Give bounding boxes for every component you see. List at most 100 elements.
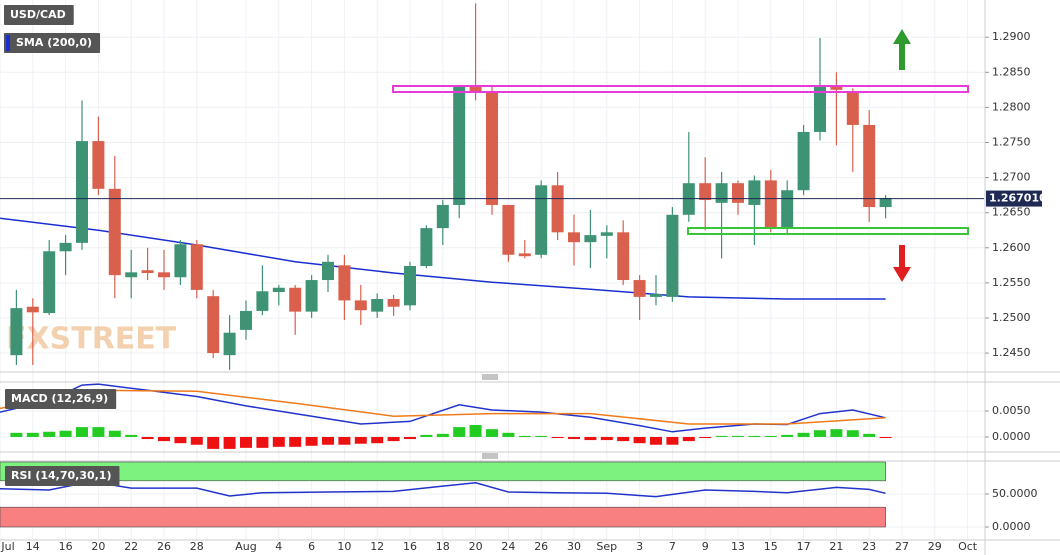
histogram-bar — [43, 431, 56, 437]
candle-body — [43, 251, 56, 314]
x-tick-label: 13 — [731, 540, 745, 553]
histogram-bar — [371, 436, 384, 444]
histogram-bar — [502, 432, 515, 437]
histogram-bar — [92, 427, 105, 437]
candle-body — [92, 141, 105, 189]
x-tick-label: 3 — [636, 540, 643, 553]
candle-body — [715, 183, 728, 203]
resize-handle[interactable] — [482, 374, 498, 380]
candle-body — [453, 87, 466, 205]
histogram-bar — [846, 430, 859, 437]
candle-body — [568, 232, 580, 243]
histogram-bar — [272, 436, 285, 447]
x-tick-label: 7 — [669, 540, 676, 553]
histogram-bar — [551, 436, 564, 438]
y-tick-label: 0.0050 — [992, 404, 1031, 417]
candle-body — [387, 299, 400, 307]
y-tick-label: 1.2850 — [992, 65, 1031, 78]
x-tick-label: Jul — [0, 540, 14, 553]
candle-body — [748, 180, 761, 205]
histogram-bar — [732, 435, 744, 437]
histogram-bar — [469, 425, 482, 437]
y-tick-label: 1.2500 — [992, 311, 1031, 324]
candle-body — [174, 244, 187, 278]
x-tick-label: 4 — [275, 540, 282, 553]
resistance-zone — [392, 85, 969, 93]
histogram-bar — [207, 436, 220, 449]
candle-body — [879, 197, 892, 208]
sma-line — [0, 217, 886, 300]
candle-body — [502, 204, 515, 255]
candle-body — [26, 306, 39, 313]
histogram-bar — [814, 430, 826, 437]
up-arrow — [893, 29, 911, 70]
candle-body — [59, 242, 72, 252]
histogram-bar — [26, 432, 39, 437]
y-tick-label: 0.0000 — [992, 520, 1031, 533]
histogram-bar — [158, 436, 170, 442]
indicator-label: USD/CAD — [4, 5, 74, 25]
y-tick-label: 50.0000 — [992, 487, 1038, 500]
histogram-bar — [682, 436, 695, 442]
candle-body — [781, 190, 794, 229]
candle-body — [404, 266, 416, 306]
histogram-bar — [387, 436, 400, 442]
candle-body — [76, 141, 88, 243]
candle-body — [141, 270, 154, 274]
histogram-bar — [748, 435, 761, 437]
down-arrow — [893, 245, 911, 282]
last-price-label: 1.267010 — [989, 192, 1047, 205]
candle-body — [272, 287, 285, 292]
candle-body — [633, 280, 646, 297]
label-text: RSI (14,70,30,1) — [11, 469, 111, 482]
histogram-bar — [666, 436, 679, 445]
x-tick-label: 30 — [567, 540, 581, 553]
candle-body — [207, 296, 220, 354]
resize-handle[interactable] — [482, 453, 498, 459]
candle-body — [469, 87, 482, 92]
x-tick-label: 12 — [370, 540, 384, 553]
candle-body — [108, 188, 121, 276]
x-tick-label: 16 — [59, 540, 73, 553]
candle-body — [551, 185, 564, 233]
histogram-bar — [830, 429, 843, 437]
histogram-bar — [863, 433, 876, 437]
candle-body — [322, 261, 334, 281]
histogram-bar — [190, 436, 203, 445]
y-tick-label: 0.0000 — [992, 430, 1031, 443]
x-tick-label: 17 — [797, 540, 811, 553]
label-box — [4, 33, 101, 53]
histogram-bar — [174, 436, 187, 444]
histogram-bar — [59, 430, 72, 437]
x-tick-label: 22 — [124, 540, 138, 553]
x-tick-label: 20 — [91, 540, 105, 553]
x-tick-label: 20 — [469, 540, 483, 553]
histogram-bar — [10, 432, 23, 437]
candle-body — [125, 272, 138, 278]
histogram-bar — [535, 435, 548, 437]
indicator-label: SMA (200,0) — [4, 33, 101, 53]
x-tick-label: 21 — [829, 540, 843, 553]
histogram-bar — [420, 434, 433, 437]
histogram-bar — [240, 436, 252, 448]
candle-body — [732, 183, 744, 203]
histogram-bar — [879, 436, 892, 438]
y-tick-label: 1.2550 — [992, 276, 1031, 289]
x-tick-label: 18 — [436, 540, 450, 553]
candle-body — [289, 287, 302, 312]
histogram-bar — [141, 436, 154, 440]
candle-body — [420, 228, 433, 267]
histogram-bar — [568, 436, 580, 440]
histogram-bar — [699, 436, 712, 438]
candle-body — [863, 124, 876, 208]
candle-body — [371, 299, 384, 312]
plot: FXSTREET — [0, 3, 984, 528]
rsi-band — [0, 506, 886, 528]
candle-body — [190, 244, 203, 290]
histogram-bar — [797, 432, 810, 437]
histogram-bar — [518, 435, 531, 437]
candle-body — [666, 214, 679, 297]
candle-body — [650, 294, 662, 297]
label-text: MACD (12,26,9) — [11, 392, 108, 405]
